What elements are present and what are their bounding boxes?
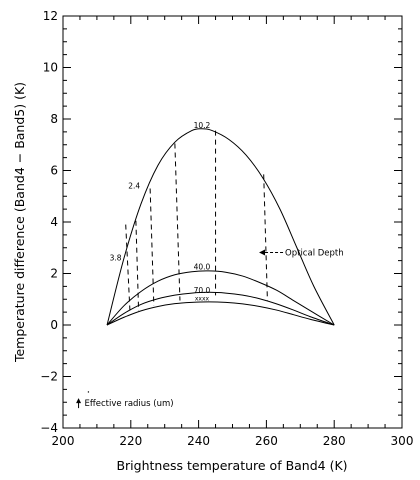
effective-radius-arrow-head bbox=[76, 398, 82, 404]
y-tick-label: 2 bbox=[50, 267, 58, 281]
y-tick-label: 10 bbox=[43, 61, 58, 75]
series-label: 10.2 bbox=[194, 121, 211, 130]
effective-radius-label: Effective radius (um) bbox=[85, 399, 174, 409]
y-tick-label: 12 bbox=[43, 9, 58, 23]
y-tick-label: −4 bbox=[40, 421, 58, 435]
y-tick-label: 6 bbox=[50, 164, 58, 178]
series-label: xxxx bbox=[195, 296, 210, 303]
x-tick-label: 300 bbox=[391, 434, 414, 448]
x-tick-label: 220 bbox=[119, 434, 142, 448]
y-tick-label: 4 bbox=[50, 215, 58, 229]
series-curves bbox=[106, 128, 335, 326]
plot-frame bbox=[62, 15, 403, 429]
series-line-xxxx bbox=[106, 301, 335, 326]
y-tick-label: −2 bbox=[40, 370, 58, 384]
series-line-70-0 bbox=[106, 291, 335, 326]
series-line-40-0 bbox=[106, 270, 335, 326]
radius-annotation: 2.4 bbox=[128, 182, 140, 191]
optical-depth-lines bbox=[125, 130, 268, 315]
radius-annotation: 3.8 bbox=[110, 254, 122, 263]
x-tick-label: 240 bbox=[187, 434, 210, 448]
y-axis-label: Temperature difference (Band4 − Band5) (… bbox=[12, 82, 27, 363]
x-tick-label: 260 bbox=[255, 434, 278, 448]
ticks-group: 200 220 240 260 280 300 −4 −2 0 2 4 6 8 10 12 bbox=[40, 9, 413, 448]
series-label: 40.0 bbox=[194, 263, 211, 272]
series-line-10-2 bbox=[106, 128, 335, 326]
x-tick-label: 280 bbox=[323, 434, 346, 448]
optical-depth-dashed-line bbox=[149, 188, 155, 306]
optical-depth-arrow-head bbox=[259, 249, 266, 256]
optical-depth-dashed-line bbox=[263, 174, 268, 301]
optical-depth-dashed-line bbox=[135, 220, 140, 311]
x-axis-label: Brightness temperature of Band4 (K) bbox=[116, 458, 347, 473]
stray-dot bbox=[87, 391, 90, 393]
x-tick-label: 200 bbox=[52, 434, 75, 448]
optical-depth-label: Optical Depth bbox=[285, 248, 344, 258]
y-tick-label: 0 bbox=[50, 318, 58, 332]
series-label: 70.0 bbox=[194, 286, 211, 295]
optical-depth-dashed-line bbox=[125, 224, 131, 315]
optical-depth-dashed-line bbox=[174, 143, 181, 301]
y-tick-label: 8 bbox=[50, 112, 58, 126]
